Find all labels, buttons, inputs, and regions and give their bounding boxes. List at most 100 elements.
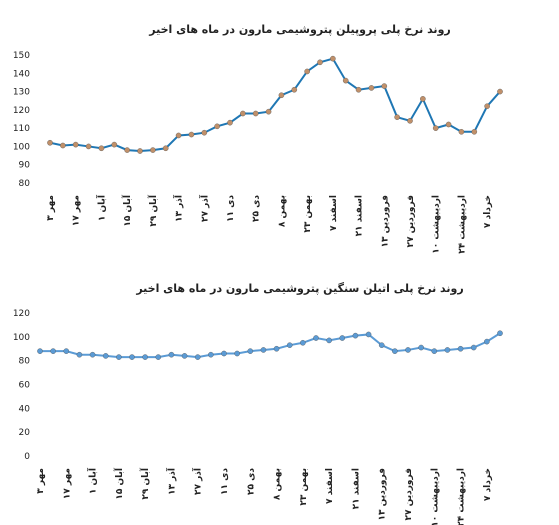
y-tick-label: 120 (13, 309, 30, 319)
point (326, 337, 332, 344)
point (162, 145, 169, 152)
x-tick-label: ۳ مهر (46, 195, 56, 221)
point (47, 139, 53, 146)
line (49, 57, 501, 153)
x-tick-label: ۲۷ آذر (198, 194, 210, 222)
point (471, 128, 478, 135)
point (392, 348, 398, 354)
point (150, 147, 156, 153)
x-tick-label: ۱۷ مهر (72, 195, 82, 226)
point (252, 110, 259, 117)
y-tick-label: 20 (19, 428, 31, 438)
point (129, 354, 135, 360)
x-tick-label: ۲۳ بهمن (299, 468, 309, 506)
point (365, 331, 372, 338)
point (286, 342, 293, 348)
x-tick-label: ۲۷ فروردین (404, 468, 414, 521)
x-tick-label: ۲۵ دی (246, 468, 256, 495)
point (420, 96, 426, 102)
x-tick-label: ۱۰ اردیبهشت (430, 468, 440, 525)
x-tick-label: ۷ اسفند (325, 468, 335, 504)
x-tick-label: ۱ آبان (87, 467, 99, 494)
point (214, 123, 220, 130)
point (497, 88, 503, 95)
x-tick-label: ۸ بهمن (277, 195, 287, 227)
point (378, 342, 385, 348)
point (444, 347, 451, 353)
point (227, 119, 233, 126)
point (188, 131, 195, 138)
y-tick-label: 90 (19, 161, 31, 171)
x-tick-label: ۲۴ اردیبهشت (457, 195, 467, 254)
x-tick-label: ۱۵ آبان (121, 194, 133, 227)
y-tick-label: 80 (19, 179, 31, 189)
point (407, 118, 413, 124)
x-tick-label: ۸ بهمن (273, 468, 283, 500)
x-tick-label: ۱۰ اردیبهشت (432, 195, 442, 254)
point (72, 141, 79, 148)
point (76, 351, 83, 358)
point (221, 350, 227, 357)
point (234, 350, 240, 357)
x-tick-label: ۱۳ فروردین (380, 195, 390, 248)
point (445, 121, 452, 128)
point (291, 86, 298, 93)
chart-title: روند نرخ پلی پروپیلن پتروشیمی مارون در م… (148, 23, 451, 36)
point (102, 353, 109, 359)
point (497, 330, 503, 337)
point (457, 345, 464, 352)
y-tick-label: 130 (13, 88, 30, 98)
point (142, 354, 148, 360)
point (458, 128, 465, 135)
point (484, 338, 490, 345)
point (124, 147, 130, 153)
point (201, 129, 208, 136)
x-tick-label: ۱۷ مهر (62, 468, 72, 499)
y-tick-label: 140 (13, 69, 30, 79)
x-tick-label: ۷ خرداد (483, 195, 493, 228)
x-tick-label: ۲۴ اردیبهشت (457, 468, 467, 525)
point (484, 103, 490, 109)
x-tick-label: ۱۵ آبان (113, 467, 125, 500)
point (240, 110, 246, 117)
point (247, 348, 254, 354)
x-tick-label: ۲۹ آبان (147, 194, 159, 227)
point (342, 77, 349, 84)
point (60, 142, 66, 149)
point (432, 125, 439, 131)
point (98, 145, 105, 152)
point (470, 344, 477, 351)
y-tick-label: 100 (13, 142, 30, 152)
point (194, 354, 201, 360)
point (265, 108, 272, 115)
point (116, 354, 122, 360)
x-tick-label: ۱۳ آذر (173, 194, 185, 222)
x-tick-label: ۲۱ اسفند (355, 195, 365, 236)
point (63, 348, 70, 354)
x-tick-label: ۲۹ آبان (139, 467, 151, 500)
x-tick-label: ۱۱ دی (220, 468, 230, 495)
x-tick-label: ۲۷ آذر (192, 467, 204, 495)
point (37, 348, 43, 354)
y-tick-label: 60 (19, 381, 31, 391)
y-tick-label: 110 (13, 124, 30, 134)
y-tick-label: 100 (13, 333, 30, 343)
x-tick-label: ۳ مهر (36, 468, 46, 494)
point (168, 351, 175, 358)
point (89, 351, 96, 358)
point (155, 354, 162, 360)
x-tick-label: ۲۵ دی (252, 195, 262, 222)
x-tick-label: ۱۳ فروردین (378, 468, 388, 521)
y-tick-label: 120 (13, 106, 30, 116)
point (339, 335, 346, 341)
x-tick-label: ۷ خرداد (483, 468, 493, 501)
point (278, 92, 285, 99)
point (175, 132, 182, 139)
x-tick-label: ۷ اسفند (329, 195, 339, 231)
point (304, 68, 310, 75)
y-tick-label: 150 (13, 51, 30, 61)
x-tick-label: ۲۳ بهمن (303, 195, 313, 233)
point (355, 86, 362, 93)
x-tick-label: ۲۷ فروردین (406, 195, 416, 248)
point (208, 351, 214, 358)
